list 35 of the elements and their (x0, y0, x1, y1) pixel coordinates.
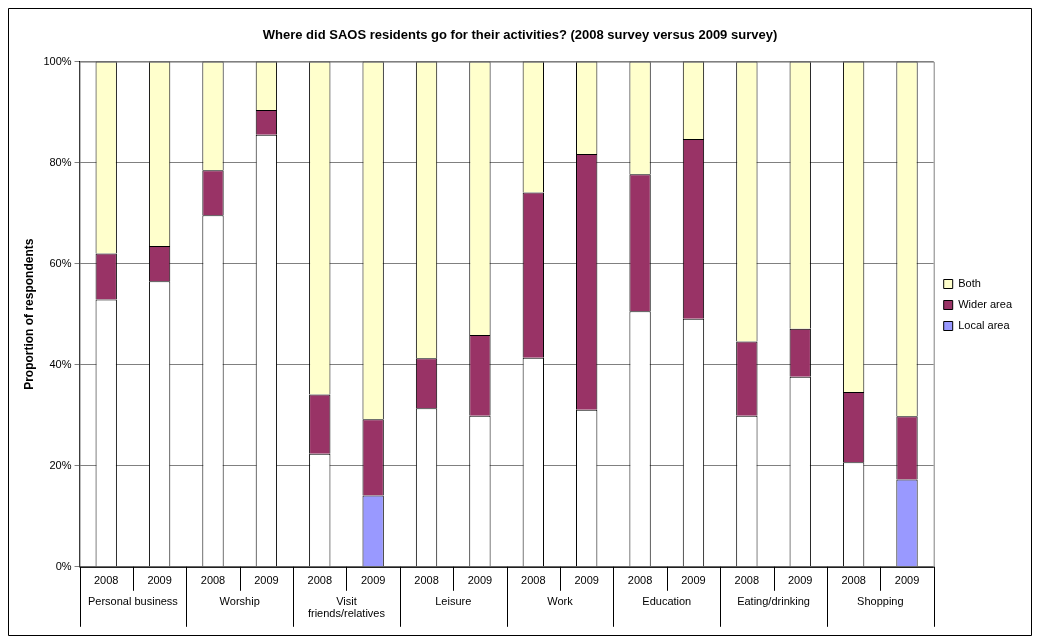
y-tick-label: 20% (49, 458, 72, 471)
x-tick-label: 2008 (627, 574, 653, 587)
y-tick-label: 40% (49, 357, 72, 370)
x-tick-label: 2008 (841, 574, 866, 587)
y-tick-label: 60% (49, 256, 72, 269)
x-tick-label: 2009 (894, 574, 920, 587)
text: Eating/drinking (737, 595, 810, 608)
text: Worship (219, 595, 260, 608)
legend-label: Wider area (958, 298, 1013, 311)
x-tick-label: 2009 (360, 574, 386, 587)
legend-label: Local area (958, 319, 1011, 332)
text: Shopping (857, 595, 904, 608)
x-tick-label: 2008 (200, 574, 226, 587)
y-tick-label: 0% (55, 559, 72, 572)
text: Personal business (87, 595, 179, 608)
x-tick-label: 2009 (147, 574, 172, 587)
x-tick-label: 2009 (254, 574, 279, 587)
text: Leisure (435, 595, 472, 608)
text: Education (642, 595, 692, 608)
x-tick-label: 2008 (93, 574, 119, 587)
chart-title: Where did SAOS residents go for their activities? (2008 survey versus 2009 survey) (262, 27, 778, 43)
y-axis-title: Proportion of respondents (21, 238, 36, 390)
x-tick-label: 2009 (681, 574, 706, 587)
x-tick-label: 2009 (467, 574, 493, 587)
x-tick-label: 2009 (574, 574, 599, 587)
x-tick-label: 2008 (414, 574, 439, 587)
text: Visit friends/relatives (307, 595, 386, 620)
text: Work (547, 595, 574, 608)
x-tick-label: 2008 (521, 574, 546, 587)
legend-label: Both (958, 277, 981, 290)
x-tick-label: 2009 (788, 574, 813, 587)
x-tick-label: 2008 (734, 574, 760, 587)
y-tick-label: 100% (43, 54, 72, 67)
x-tick-label: 2008 (307, 574, 333, 587)
y-tick-label: 80% (49, 155, 72, 168)
